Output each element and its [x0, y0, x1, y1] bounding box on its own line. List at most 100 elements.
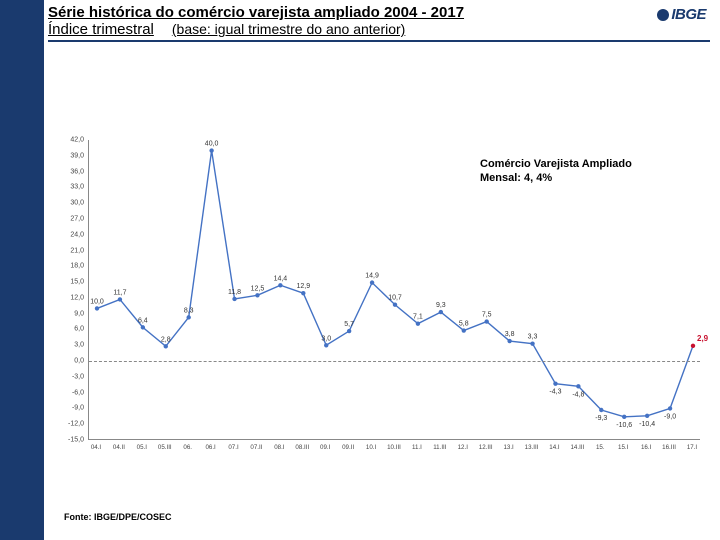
- y-tick-label: 12,0: [70, 294, 84, 301]
- page-title: Série histórica do comércio varejista am…: [48, 4, 710, 21]
- series-value-label: 7,1: [413, 314, 423, 321]
- y-tick-label: -3,0: [72, 373, 84, 380]
- y-tick-label: -15,0: [68, 437, 84, 444]
- series-value-label: 14,9: [365, 273, 379, 280]
- subtitle-right: (base: igual trimestre do ano anterior): [172, 21, 405, 37]
- series-value-label: -4,3: [549, 389, 561, 396]
- series-marker: [186, 315, 190, 319]
- series-marker: [553, 381, 557, 385]
- logo-text: IBGE: [671, 6, 706, 23]
- series-marker: [599, 408, 603, 412]
- series-marker: [118, 297, 122, 301]
- series-marker: [393, 303, 397, 307]
- series-marker: [462, 328, 466, 332]
- y-tick-label: 21,0: [70, 247, 84, 254]
- x-tick-label: 13.I: [503, 444, 513, 451]
- x-tick-label: 07.II: [250, 444, 262, 451]
- series-value-label: 11,7: [113, 289, 126, 296]
- series-value-label: 5,8: [459, 321, 469, 328]
- series-value-label: 40,0: [205, 141, 219, 148]
- x-tick-label: 10.III: [387, 444, 401, 451]
- series-value-label: -9,0: [664, 413, 676, 420]
- x-tick-label: 05.I: [137, 444, 147, 451]
- zero-gridline: [89, 361, 700, 362]
- x-tick-label: 15.I: [618, 444, 628, 451]
- x-tick-label: 16.III: [662, 444, 676, 451]
- x-tick-label: 04.I: [91, 444, 101, 451]
- x-tick-label: 13.III: [525, 444, 539, 451]
- series-value-label: 8,3: [184, 307, 194, 314]
- logo-globe-icon: [657, 9, 669, 21]
- y-tick-label: 30,0: [70, 200, 84, 207]
- series-value-label: 9,3: [436, 302, 446, 309]
- series-value-label: -9,3: [595, 415, 607, 422]
- series-marker: [370, 280, 374, 284]
- series-value-label: 10,7: [388, 295, 402, 302]
- y-tick-label: 24,0: [70, 231, 84, 238]
- series-value-label: 3,8: [505, 331, 515, 338]
- series-marker: [141, 325, 145, 329]
- y-tick-label: -12,0: [68, 421, 84, 428]
- x-tick-label: 06.: [183, 444, 192, 451]
- y-axis: -15,0-12,0-9,0-6,0-3,00,03,06,09,012,015…: [58, 140, 86, 440]
- subtitle-left: Índice trimestral: [48, 21, 154, 38]
- y-tick-label: -9,0: [72, 405, 84, 412]
- y-tick-label: 42,0: [70, 137, 84, 144]
- y-tick-label: 39,0: [70, 152, 84, 159]
- y-tick-label: 33,0: [70, 184, 84, 191]
- series-marker: [324, 343, 328, 347]
- y-tick-label: 6,0: [74, 326, 84, 333]
- header: Série histórica do comércio varejista am…: [0, 0, 720, 44]
- x-tick-label: 06.I: [205, 444, 215, 451]
- series-line: [97, 151, 693, 417]
- x-tick-label: 07.I: [228, 444, 238, 451]
- x-tick-label: 12.I: [458, 444, 468, 451]
- series-marker: [645, 414, 649, 418]
- series-value-label: 12,9: [296, 283, 310, 290]
- x-tick-label: 08.I: [274, 444, 284, 451]
- series-marker: [164, 344, 168, 348]
- series-marker: [301, 291, 305, 295]
- x-tick-label: 04.II: [113, 444, 125, 451]
- series-marker: [484, 319, 488, 323]
- y-tick-label: 36,0: [70, 168, 84, 175]
- x-tick-label: 05.III: [158, 444, 172, 451]
- series-marker: [576, 384, 580, 388]
- series-marker: [232, 297, 236, 301]
- series-marker: [95, 306, 99, 310]
- subtitle-row: Índice trimestral (base: igual trimestre…: [48, 21, 710, 42]
- x-tick-label: 09.II: [342, 444, 354, 451]
- x-tick-label: 09.I: [320, 444, 330, 451]
- series-value-label: 7,5: [482, 312, 492, 319]
- line-chart: -15,0-12,0-9,0-6,0-3,00,03,06,09,012,015…: [58, 140, 708, 485]
- series-marker: [209, 148, 213, 152]
- series-value-label-last: 2,9: [697, 334, 709, 343]
- series-value-label: 2,8: [161, 336, 171, 343]
- series-marker: [691, 344, 695, 348]
- x-tick-label: 11.III: [433, 444, 446, 451]
- series-marker: [439, 310, 443, 314]
- y-tick-label: -6,0: [72, 389, 84, 396]
- series-value-label: -10,6: [616, 422, 632, 429]
- x-tick-label: 16.I: [641, 444, 651, 451]
- series-marker: [507, 339, 511, 343]
- x-axis: 04.I 04.II 05.I 05.III 06. 06.I 07.I 07.II 08.I 0…: [88, 442, 700, 482]
- y-tick-label: 27,0: [70, 215, 84, 222]
- y-tick-label: 9,0: [74, 310, 84, 317]
- series-marker: [278, 283, 282, 287]
- series-value-label: 3,0: [321, 335, 331, 342]
- left-accent-bar: [0, 0, 44, 540]
- series-value-label: 5,7: [344, 321, 354, 328]
- series-marker: [416, 321, 420, 325]
- source-label: Fonte: IBGE/DPE/COSEC: [64, 512, 172, 522]
- series-svg: 10,011,76,42,88,340,011,812,514,412,93,0…: [89, 140, 700, 439]
- ibge-logo: IBGE: [657, 6, 706, 23]
- series-marker: [622, 415, 626, 419]
- series-marker: [668, 406, 672, 410]
- series-value-label: 12,5: [251, 285, 265, 292]
- series-marker: [255, 293, 259, 297]
- x-tick-label: 14.III: [570, 444, 584, 451]
- series-marker: [530, 341, 534, 345]
- x-tick-label: 08.III: [295, 444, 309, 451]
- x-tick-label: 17.I: [687, 444, 697, 451]
